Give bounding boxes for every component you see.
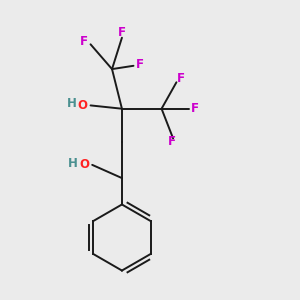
Text: O: O bbox=[79, 158, 89, 171]
Text: H: H bbox=[67, 97, 76, 110]
Text: O: O bbox=[78, 99, 88, 112]
Text: F: F bbox=[136, 58, 144, 70]
Text: F: F bbox=[190, 102, 199, 115]
Text: F: F bbox=[80, 34, 88, 47]
Text: F: F bbox=[177, 73, 185, 85]
Text: F: F bbox=[118, 26, 126, 39]
Text: H: H bbox=[68, 157, 78, 170]
Text: F: F bbox=[167, 135, 175, 148]
